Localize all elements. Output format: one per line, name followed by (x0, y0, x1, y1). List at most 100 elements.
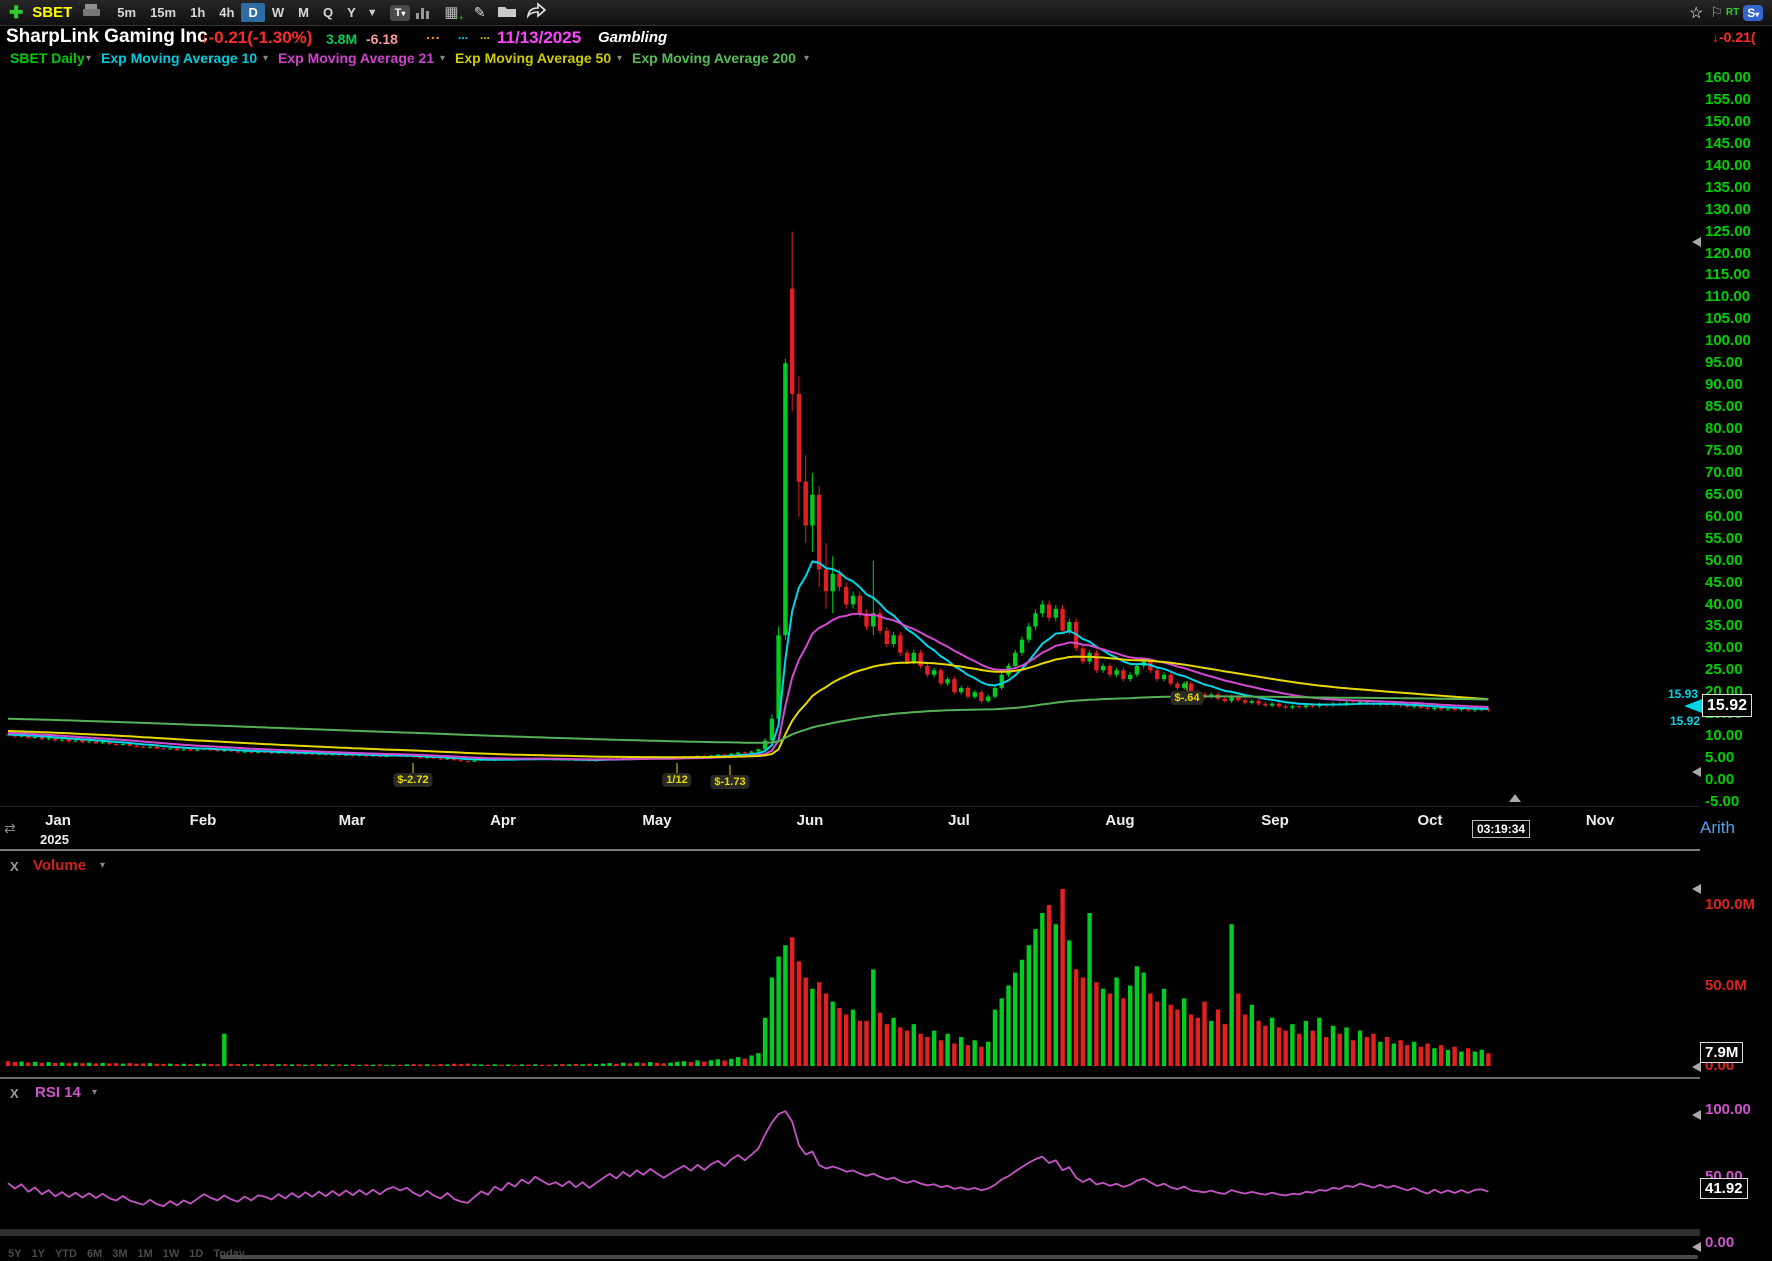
bid-price: 15.92 (1670, 714, 1701, 728)
month-label-aug: Aug (1105, 812, 1135, 829)
event-label[interactable]: $-1.73 (710, 775, 750, 789)
event-label[interactable]: 1/12 (662, 773, 692, 787)
timeframe-button-4h[interactable]: 4h (219, 5, 235, 20)
rsi-pane-divider[interactable] (0, 1077, 1700, 1079)
rsi-pane-title[interactable]: RSI 14 (35, 1084, 81, 1101)
price-tick-label: 45.00 (1705, 573, 1743, 591)
range-link-6m[interactable]: 6M (86, 1248, 103, 1260)
price-tick-label: 90.00 (1705, 376, 1743, 394)
ema200-caret[interactable]: ▾ (804, 53, 810, 64)
price-tick-label: 35.00 (1705, 617, 1743, 635)
price-tick-label: 60.00 (1705, 507, 1743, 525)
series-selector[interactable]: SBET Daily (10, 50, 85, 66)
timeframe-button-1h[interactable]: 1h (190, 5, 206, 20)
ema10-selector[interactable]: Exp Moving Average 10 (101, 50, 258, 66)
ask-price: 15.93 (1668, 687, 1699, 701)
current-time-marker-icon (1509, 794, 1521, 802)
price-tick-label: 70.00 (1705, 463, 1743, 481)
calculator-icon[interactable]: ▦+ (444, 3, 464, 23)
price-tick-label: -5.00 (1705, 792, 1740, 810)
volume-pane-title[interactable]: Volume (33, 857, 87, 874)
horizontal-scrollbar[interactable] (220, 1255, 1698, 1259)
scroll-reset-icon[interactable]: ⇄ (4, 820, 16, 836)
timeframe-more-caret[interactable]: ▼ (366, 6, 378, 19)
pending-dots-yellow: ... (480, 28, 491, 42)
favorite-star-icon[interactable]: ☆ (1689, 4, 1704, 22)
timeframe-button-m[interactable]: M (298, 5, 309, 20)
timeframe-button-5m[interactable]: 5m (117, 5, 137, 20)
flag-icon[interactable]: ⚐ (1710, 4, 1723, 20)
month-label-nov: Nov (1585, 812, 1615, 829)
main-toolbar: ✚ SBET 5m 15m 1h 4h D W M Q Y ▼ T▾ ▦+ ✎ (0, 0, 1772, 26)
timeframe-button-w[interactable]: W (271, 5, 285, 20)
sector-label[interactable]: Gambling (598, 29, 668, 46)
rsi-pane-caret[interactable]: ▾ (92, 1087, 98, 1098)
range-link-today[interactable]: Today (213, 1248, 245, 1260)
timeframe-button-15m[interactable]: 15m (150, 5, 177, 20)
range-link-3m[interactable]: 3M (112, 1248, 128, 1260)
volume-pane-caret[interactable]: ▾ (100, 860, 106, 871)
range-link-1w[interactable]: 1W (162, 1248, 180, 1260)
price-tick-label: 5.00 (1705, 749, 1735, 767)
rsi-close-button[interactable]: X (10, 1086, 19, 1101)
event-label[interactable]: $-2.72 (393, 773, 433, 787)
price-tick-label: 110.00 (1705, 288, 1751, 306)
timeframe-button-y[interactable]: Y (347, 5, 356, 20)
value-secondary: -6.18 (366, 31, 398, 47)
month-label-mar: Mar (338, 812, 366, 829)
volume-close-button[interactable]: X (10, 859, 19, 874)
price-tick-label: 160.00 (1705, 69, 1751, 86)
stream-source-badge[interactable]: S▾ (1743, 4, 1764, 21)
price-change: ↓-0.21(-1.30%) (200, 28, 313, 47)
price-tick-label: 135.00 (1705, 178, 1751, 196)
ema200-selector[interactable]: Exp Moving Average 200 (632, 50, 796, 66)
volume-tick-label: 100.0M (1705, 896, 1756, 913)
ema21-caret[interactable]: ▾ (440, 53, 446, 64)
print-icon[interactable] (82, 2, 102, 23)
range-link-1m[interactable]: 1M (137, 1248, 153, 1260)
stream-source-label: S (1747, 5, 1756, 20)
ema-line-50 (7, 655, 1489, 759)
pending-dots-cyan: ... (458, 28, 469, 42)
pencil-icon[interactable]: ✎ (473, 4, 486, 20)
range-links-row: 5Y 1Y YTD 6M 3M 1M 1W 1D Today (8, 1248, 255, 1260)
series-caret[interactable]: ▾ (86, 53, 92, 64)
ema50-selector[interactable]: Exp Moving Average 50 (455, 50, 612, 66)
low-marker-icon (1692, 767, 1701, 777)
rsi-tick-label: 0.00 (1705, 1234, 1735, 1251)
price-tick-label: 25.00 (1705, 661, 1743, 679)
month-label-jan: Jan (45, 812, 71, 829)
price-tick-label: 150.00 (1705, 112, 1751, 130)
ema21-selector[interactable]: Exp Moving Average 21 (278, 50, 435, 66)
scale-mode-label[interactable]: Arith (1700, 818, 1735, 837)
volume-bars-icon[interactable] (416, 7, 430, 19)
month-label-may: May (642, 812, 672, 829)
range-link-1y[interactable]: 1Y (31, 1248, 45, 1260)
price-tick-label: 105.00 (1705, 310, 1751, 328)
add-symbol-icon[interactable]: ✚ (9, 2, 24, 22)
month-label-apr: Apr (490, 812, 516, 829)
month-label-sep: Sep (1261, 812, 1289, 829)
range-link-1d[interactable]: 1D (189, 1248, 204, 1260)
timeframe-button-d[interactable]: D (241, 3, 265, 22)
range-link-5y[interactable]: 5Y (8, 1248, 22, 1260)
timeframe-button-q[interactable]: Q (322, 5, 334, 20)
chart-type-button[interactable]: T▾ (389, 4, 411, 21)
ema50-caret[interactable]: ▾ (617, 53, 623, 64)
corner-change: ↓-0.21( (1712, 29, 1756, 45)
ema10-caret[interactable]: ▾ (263, 53, 269, 64)
price-tick-label: 65.00 (1705, 485, 1743, 503)
volume-pane-divider[interactable] (0, 849, 1700, 851)
price-tick-label: 100.00 (1705, 332, 1751, 350)
event-stem (412, 763, 414, 773)
symbol-label[interactable]: SBET (32, 4, 73, 21)
bottom-resize-handle[interactable] (0, 1229, 1700, 1236)
share-icon[interactable] (525, 1, 547, 24)
price-tick-label: 0.00 (1705, 771, 1735, 788)
event-label[interactable]: $-.64 (1170, 691, 1204, 705)
folder-icon[interactable] (497, 3, 517, 23)
range-link-ytd[interactable]: YTD (54, 1248, 77, 1260)
volume-bars-up (19, 913, 1484, 1067)
